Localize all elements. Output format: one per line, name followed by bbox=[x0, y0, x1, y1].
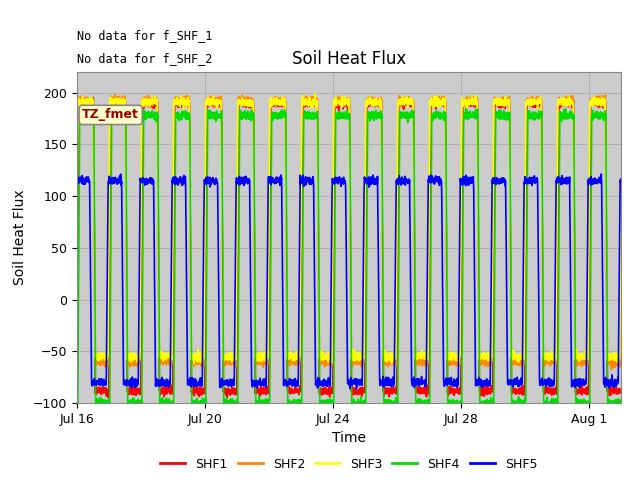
SHF1 bbox=[557, 96, 565, 102]
SHF4 bbox=[557, 119, 565, 124]
SHF5 bbox=[617, 176, 625, 182]
SHF2 bbox=[111, 92, 119, 97]
SHF2 bbox=[73, 274, 81, 280]
SHF5 bbox=[73, 178, 81, 183]
SHF3 bbox=[524, 100, 531, 106]
SHF5 bbox=[597, 171, 605, 177]
SHF4 bbox=[396, 112, 404, 118]
SHF4 bbox=[445, 399, 452, 405]
SHF1 bbox=[355, 386, 363, 392]
SHF5 bbox=[557, 179, 565, 185]
Text: No data for f_SHF_2: No data for f_SHF_2 bbox=[77, 52, 212, 65]
SHF5 bbox=[524, 177, 531, 182]
Line: SHF1: SHF1 bbox=[77, 97, 621, 397]
SHF3 bbox=[311, 91, 319, 96]
SHF4 bbox=[617, 400, 625, 406]
SHF4 bbox=[462, 106, 470, 111]
SHF3 bbox=[190, 361, 198, 367]
SHF5 bbox=[445, 379, 452, 385]
SHF5 bbox=[355, 381, 363, 386]
SHF3 bbox=[445, 353, 453, 359]
SHF4 bbox=[355, 401, 363, 407]
SHF1 bbox=[583, 389, 591, 395]
Y-axis label: Soil Heat Flux: Soil Heat Flux bbox=[13, 190, 27, 286]
SHF1 bbox=[445, 388, 453, 394]
Line: SHF2: SHF2 bbox=[77, 95, 621, 370]
SHF1 bbox=[617, 387, 625, 393]
SHF3 bbox=[355, 357, 363, 363]
SHF2 bbox=[355, 362, 363, 368]
SHF1 bbox=[524, 99, 531, 105]
SHF3 bbox=[617, 230, 625, 236]
SHF1 bbox=[115, 94, 122, 100]
SHF2 bbox=[583, 360, 591, 366]
SHF2 bbox=[524, 95, 531, 101]
X-axis label: Time: Time bbox=[332, 432, 366, 445]
SHF1 bbox=[104, 395, 112, 400]
SHF5 bbox=[396, 178, 404, 184]
Text: No data for f_SHF_1: No data for f_SHF_1 bbox=[77, 29, 212, 42]
Text: TZ_fmet: TZ_fmet bbox=[82, 108, 139, 121]
Title: Soil Heat Flux: Soil Heat Flux bbox=[292, 49, 406, 68]
SHF2 bbox=[557, 100, 565, 106]
Line: SHF3: SHF3 bbox=[77, 94, 621, 364]
SHF3 bbox=[583, 355, 591, 360]
SHF5 bbox=[346, 385, 354, 391]
SHF3 bbox=[396, 102, 404, 108]
SHF3 bbox=[557, 97, 565, 103]
SHF1 bbox=[73, 390, 81, 396]
SHF4 bbox=[524, 120, 531, 126]
SHF5 bbox=[583, 294, 591, 300]
SHF1 bbox=[396, 96, 404, 102]
SHF3 bbox=[73, 225, 81, 231]
SHF4 bbox=[104, 406, 111, 411]
SHF2 bbox=[607, 367, 615, 372]
SHF4 bbox=[73, 403, 81, 409]
SHF2 bbox=[396, 96, 404, 101]
SHF2 bbox=[617, 269, 625, 275]
Line: SHF5: SHF5 bbox=[77, 174, 621, 388]
SHF2 bbox=[445, 358, 452, 363]
Line: SHF4: SHF4 bbox=[77, 108, 621, 408]
SHF4 bbox=[583, 399, 591, 405]
Legend: SHF1, SHF2, SHF3, SHF4, SHF5: SHF1, SHF2, SHF3, SHF4, SHF5 bbox=[156, 453, 542, 476]
